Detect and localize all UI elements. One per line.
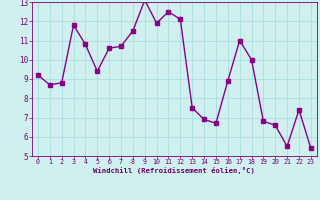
X-axis label: Windchill (Refroidissement éolien,°C): Windchill (Refroidissement éolien,°C) [93,167,255,174]
